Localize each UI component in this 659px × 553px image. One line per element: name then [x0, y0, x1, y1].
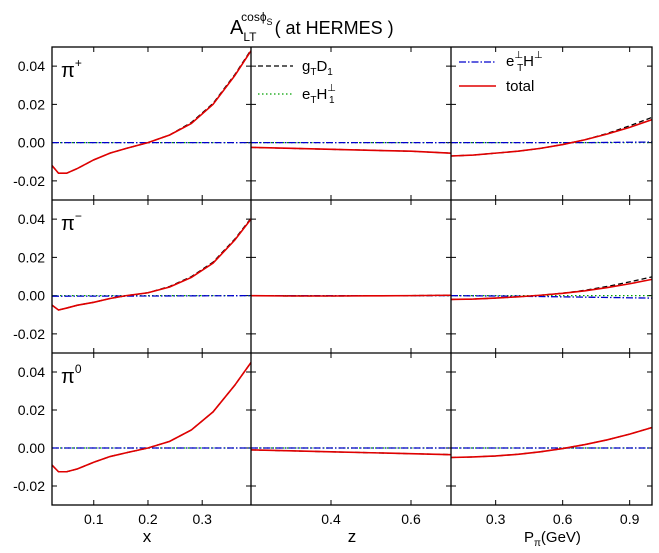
series-total-r0c0 [52, 50, 251, 175]
series-gTD1-r2c2 [451, 426, 652, 459]
series-gTD1-r0c0 [52, 49, 251, 174]
ytick-label-row2-0: -0.02 [13, 478, 45, 494]
xtick-label-col0-0: 0.1 [84, 511, 104, 527]
ytick-label-row0-2: 0.02 [18, 96, 45, 112]
series-total-r1c0 [52, 218, 251, 311]
x-axis-title-x: x [143, 527, 152, 546]
ytick-label-row1-3: 0.04 [18, 211, 45, 227]
legend-label-gTD1: gTD1 [302, 58, 333, 78]
series-gTD1-r2c0 [52, 362, 251, 473]
series-eTperpHperp-r0c2 [451, 141, 652, 144]
row-label-pi-plus: π+ [61, 56, 82, 82]
series-total-r0c1 [251, 146, 451, 154]
ytick-label-row2-3: 0.04 [18, 364, 45, 380]
xtick-label-col0-2: 0.3 [192, 511, 212, 527]
legend-label-eTH1: eTH⊥ 1 [302, 83, 336, 106]
chart-title: ALTcosϕS( at HERMES ) [230, 10, 394, 44]
xtick-label-col1-1: 0.6 [401, 511, 421, 527]
series-total-r1c2 [451, 278, 652, 301]
xtick-label-col2-0: 0.3 [486, 511, 506, 527]
ytick-label-row0-0: -0.02 [13, 173, 45, 189]
ytick-label-row0-3: 0.04 [18, 58, 45, 74]
row-label-pi-minus: π− [61, 209, 82, 235]
xtick-label-col1-0: 0.4 [321, 511, 341, 527]
ytick-label-row2-1: 0.00 [18, 440, 45, 456]
row-label-pi-zero: π0 [61, 362, 82, 388]
legend-left: gTD1 eTH⊥ 1 [258, 58, 336, 106]
series-eTperpHperp-r1c2 [451, 294, 652, 299]
ytick-label-row1-0: -0.02 [13, 326, 45, 342]
legend-label-total: total [506, 78, 534, 95]
series-total-r2c0 [52, 362, 251, 473]
ytick-label-row0-1: 0.00 [18, 135, 45, 151]
x-axis-title-z: z [348, 527, 357, 546]
series-eTperpHperp-r1c0 [52, 294, 251, 297]
xtick-label-col0-1: 0.2 [138, 511, 158, 527]
series-total-r1c1 [251, 294, 451, 297]
ytick-label-row1-1: 0.00 [18, 288, 45, 304]
x-axis-title-ppi: Pπ(GeV) [524, 529, 581, 548]
ytick-label-row2-2: 0.02 [18, 402, 45, 418]
plot-frame [51, 46, 653, 506]
ytick-label-row1-2: 0.02 [18, 249, 45, 265]
series-total-r0c2 [451, 118, 652, 157]
plot-layer: -0.02 0.00 0.02 0.04 -0.02 0.00 0.02 0.04 -0.02 0… [13, 46, 653, 527]
legend-right: e⊥ TH⊥ total [459, 50, 543, 95]
xtick-label-col2-1: 0.6 [553, 511, 573, 527]
xtick-label-col2-2: 0.9 [620, 511, 640, 527]
series-gTD1-r0c2 [451, 116, 652, 157]
series-total-r2c1 [251, 449, 451, 456]
legend-label-eTperpHperp: e⊥ TH⊥ [506, 50, 543, 74]
series-total-r2c2 [451, 426, 652, 459]
